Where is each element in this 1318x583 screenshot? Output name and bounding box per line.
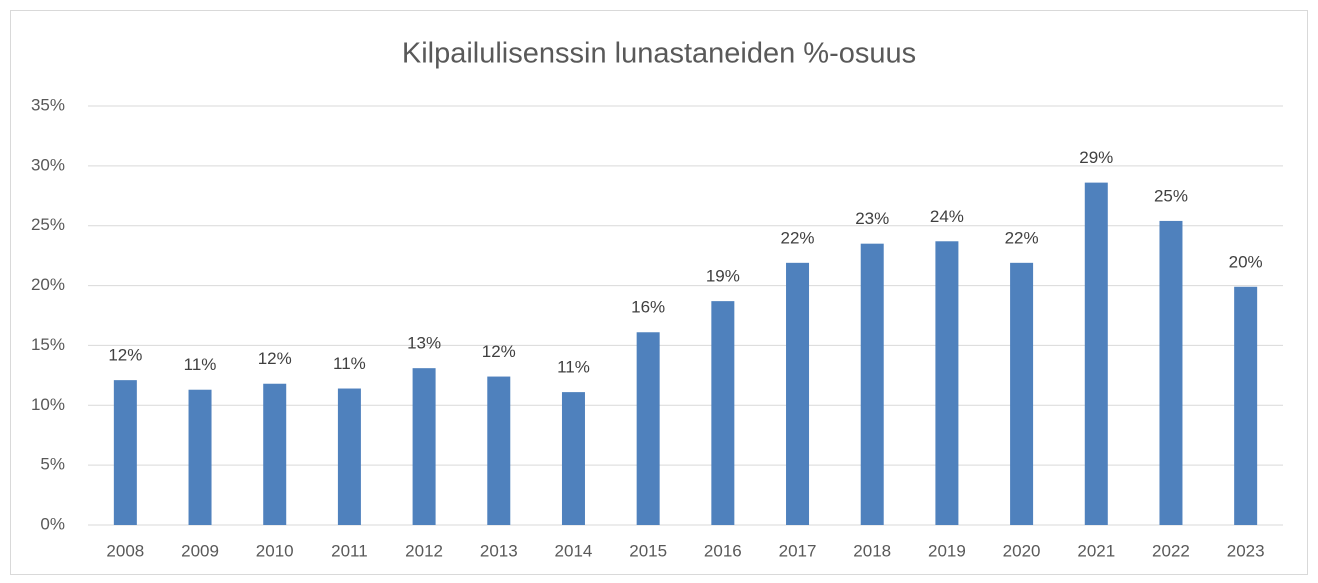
bar	[711, 301, 735, 525]
y-tick-label: 35%	[31, 95, 65, 114]
bar	[113, 380, 137, 525]
x-tick-label: 2021	[1077, 541, 1115, 560]
x-tick-label: 2016	[704, 541, 742, 560]
x-tick-label: 2009	[181, 541, 219, 560]
data-label: 11%	[557, 358, 590, 377]
x-tick-label: 2010	[256, 541, 294, 560]
y-tick-label: 30%	[31, 155, 65, 174]
x-tick-label: 2019	[928, 541, 966, 560]
data-label: 19%	[706, 267, 740, 286]
data-label: 29%	[1079, 148, 1113, 167]
data-label: 23%	[855, 209, 889, 228]
x-tick-label: 2020	[1003, 541, 1041, 560]
data-label: 24%	[930, 207, 964, 226]
y-tick-label: 0%	[40, 514, 65, 533]
data-label: 12%	[108, 346, 142, 365]
bar	[487, 376, 511, 525]
x-tick-label: 2011	[331, 541, 368, 560]
y-tick-label: 25%	[31, 215, 65, 234]
bar	[935, 241, 959, 525]
bar	[860, 243, 884, 525]
bar	[561, 392, 585, 525]
data-label: 22%	[1005, 228, 1039, 247]
data-label: 22%	[781, 228, 815, 247]
bar	[188, 389, 212, 525]
x-tick-label: 2018	[853, 541, 891, 560]
bar	[1234, 286, 1258, 525]
x-tick-label: 2012	[405, 541, 443, 560]
bar	[263, 383, 287, 525]
x-tick-label: 2017	[779, 541, 817, 560]
y-tick-label: 20%	[31, 275, 65, 294]
x-tick-label: 2023	[1227, 541, 1265, 560]
data-label: 12%	[482, 342, 516, 361]
data-label: 11%	[184, 355, 217, 374]
y-tick-label: 10%	[31, 395, 65, 414]
y-tick-label: 5%	[40, 455, 65, 474]
bar	[1084, 182, 1108, 526]
bar	[786, 262, 810, 525]
data-label: 16%	[631, 298, 665, 317]
data-label: 12%	[258, 349, 292, 368]
data-label: 13%	[407, 334, 441, 353]
bar	[337, 388, 361, 525]
data-label: 25%	[1154, 186, 1188, 205]
bar	[1159, 220, 1183, 525]
x-tick-label: 2015	[629, 541, 667, 560]
y-tick-label: 15%	[31, 335, 65, 354]
chart-title: Kilpailulisenssin lunastaneiden %-osuus	[402, 38, 916, 70]
x-tick-label: 2013	[480, 541, 518, 560]
bar	[1010, 262, 1034, 525]
x-tick-label: 2022	[1152, 541, 1190, 560]
x-tick-label: 2008	[106, 541, 144, 560]
x-tick-label: 2014	[555, 541, 593, 560]
data-label: 20%	[1229, 252, 1263, 271]
bar	[412, 368, 436, 525]
data-label: 11%	[333, 354, 366, 373]
bar	[636, 332, 660, 525]
